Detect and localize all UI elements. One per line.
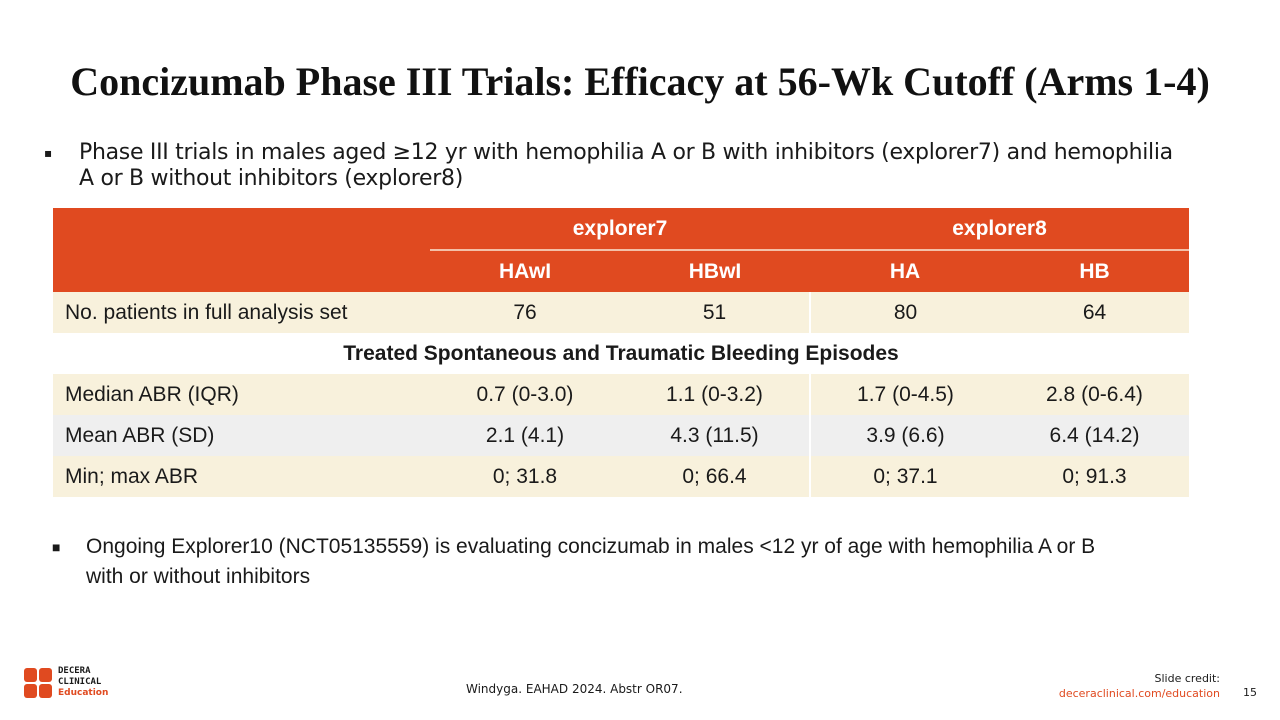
cell: 80 [809, 292, 1000, 333]
row-label: Min; max ABR [53, 456, 430, 497]
cell: 2.1 (4.1) [430, 415, 620, 456]
table-header-groups: explorer7 explorer8 [53, 208, 1189, 251]
column-header: HA [810, 250, 1000, 292]
table-row: Median ABR (IQR) 0.7 (0-3.0) 1.1 (0-3.2)… [53, 374, 1189, 415]
cell: 3.9 (6.6) [809, 415, 1000, 456]
logo-mark-icon [24, 667, 52, 698]
cell: 76 [430, 292, 620, 333]
table-row: Min; max ABR 0; 31.8 0; 66.4 0; 37.1 0; … [53, 456, 1189, 497]
row-label: Median ABR (IQR) [53, 374, 430, 415]
cell: 4.3 (11.5) [620, 415, 810, 456]
cell: 6.4 (14.2) [1000, 415, 1189, 456]
cell: 0; 37.1 [809, 456, 1000, 497]
table-header-columns: HAwI HBwI HA HB [53, 250, 1189, 292]
decera-logo: DECERA CLINICAL Education [24, 666, 108, 699]
cell: 64 [1000, 292, 1189, 333]
bullet-marker: ▪ [44, 146, 53, 160]
logo-text: CLINICAL [58, 677, 102, 687]
bullet-2: ■ Ongoing Explorer10 (NCT05135559) is eva… [52, 532, 1102, 592]
column-header: HBwI [620, 250, 810, 292]
citation: Windyga. EAHAD 2024. Abstr OR07. [466, 682, 683, 696]
logo-text: DECERA [58, 666, 91, 676]
cell: 51 [620, 292, 810, 333]
efficacy-table: explorer7 explorer8 HAwI HBwI HA HB No. … [53, 208, 1189, 497]
cell: 1.1 (0-3.2) [620, 374, 810, 415]
bullet-1: ▪ Phase III trials in males aged ≥12 yr w… [44, 140, 1173, 191]
credit-link[interactable]: deceraclinical.com/education [1058, 687, 1220, 700]
cell: 0.7 (0-3.0) [430, 374, 620, 415]
group-explorer8: explorer8 [810, 208, 1189, 251]
table-row: No. patients in full analysis set 76 51 … [53, 292, 1189, 333]
group-explorer7: explorer7 [430, 208, 810, 251]
cell: 1.7 (0-4.5) [809, 374, 1000, 415]
slide-title: Concizumab Phase III Trials: Efficacy at… [70, 59, 1210, 104]
table-row: Mean ABR (SD) 2.1 (4.1) 4.3 (11.5) 3.9 (… [53, 415, 1189, 456]
page-number: 15 [1243, 686, 1257, 699]
logo-text: Education [58, 688, 109, 698]
cell: 2.8 (0-6.4) [1000, 374, 1189, 415]
credit-label: Slide credit: [1154, 672, 1221, 685]
section-heading: Treated Spontaneous and Traumatic Bleedi… [53, 333, 1189, 374]
row-label: Mean ABR (SD) [53, 415, 430, 456]
section-row: Treated Spontaneous and Traumatic Bleedi… [53, 333, 1189, 374]
cell: 0; 66.4 [620, 456, 810, 497]
row-label: No. patients in full analysis set [53, 292, 430, 333]
bullet-marker: ■ [52, 539, 61, 555]
cell: 0; 31.8 [430, 456, 620, 497]
cell: 0; 91.3 [1000, 456, 1189, 497]
column-header: HB [1000, 250, 1189, 292]
column-header: HAwI [430, 250, 620, 292]
slide-credit: Slide credit: deceraclinical.com/educatio… [1059, 671, 1220, 701]
